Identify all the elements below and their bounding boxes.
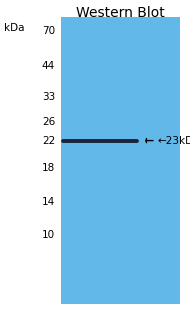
Text: 44: 44: [42, 61, 55, 71]
Text: 22: 22: [42, 136, 55, 146]
Text: 26: 26: [42, 117, 55, 127]
Text: 14: 14: [42, 197, 55, 207]
Text: 70: 70: [42, 26, 55, 36]
Text: kDa: kDa: [4, 23, 24, 33]
Text: 18: 18: [42, 163, 55, 173]
Text: ←23kDa: ←23kDa: [158, 136, 190, 146]
Text: Western Blot: Western Blot: [76, 6, 165, 19]
Text: 10: 10: [42, 230, 55, 240]
Bar: [61, 17, 180, 304]
Text: 33: 33: [42, 92, 55, 102]
